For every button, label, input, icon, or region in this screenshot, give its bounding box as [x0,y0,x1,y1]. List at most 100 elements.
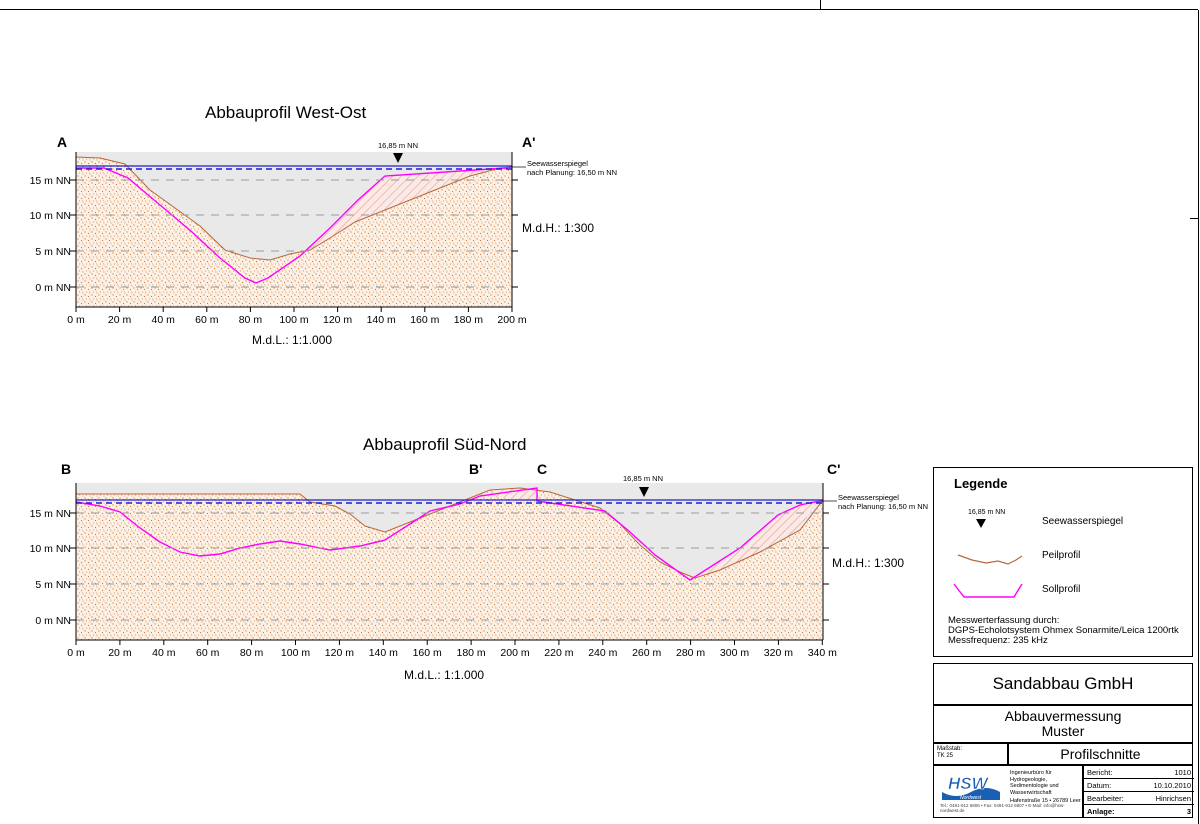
x-tick-label: 220 m [544,647,573,659]
y-tick-label: 5 m NN [35,246,71,258]
profile2-excavation-hatch-1 [480,488,537,501]
y-tick-label: 10 m NN [30,210,71,222]
profile1-planned-label-2: nach Planung: 16,50 m NN [527,168,617,177]
title-block-office: HSW Nordwest Ingenieurbüro für Hydrogeol… [933,765,1083,818]
title-block-sheet-title: Profilschnitte [1008,743,1193,765]
profile2-vertical-scale: M.d.H.: 1:300 [832,556,904,570]
profile2-planned-label-2: nach Planung: 16,50 m NN [838,502,928,511]
x-tick-label: 20 m [108,314,132,326]
legend-note-line: DGPS-Echolotsystem Ohmex Sonarmite/Leica… [948,625,1179,636]
profile2-title: Abbauprofil Süd-Nord [363,435,526,454]
x-tick-label: 0 m [67,647,85,659]
svg-text:HSW: HSW [948,774,990,793]
legend-symbols: 16,85 m NN [953,509,1023,598]
profile2-water-level-label: 16,85 m NN [623,474,663,483]
legend-water-level-label: Seewasserspiegel [1042,516,1124,527]
profile1-x-tick-marks [75,307,513,312]
profile1-water-level-marker-icon [393,153,403,163]
y-tick-label: 15 m NN [30,175,71,187]
y-tick-label: 15 m NN [30,508,71,520]
title-block-project: Abbauvermessung Muster [933,705,1193,743]
meta-row-anlage: Anlage: 3 [1087,807,1191,816]
svg-text:Nordwest: Nordwest [960,795,982,801]
profile2-sediment [76,488,823,640]
meta-row-bericht: Bericht: 1010 [1084,766,1194,779]
x-tick-label: 80 m [240,647,264,659]
legend-sollprofil-label: Sollprofil [1042,584,1081,595]
x-tick-label: 140 m [367,314,396,326]
profile1-start-label: A [57,134,67,150]
x-tick-label: 100 m [279,314,308,326]
x-tick-label: 40 m [152,314,176,326]
office-contact: Tel.: 0491-912 6806 • Fax: 0491-912 6807… [940,803,1065,813]
profile2-planned-label-1: Seewasserspiegel [838,493,899,502]
x-tick-label: 200 m [500,647,529,659]
x-tick-label: 120 m [323,314,352,326]
x-tick-label: 340 m [808,647,837,659]
profile1-water-level-label: 16,85 m NN [378,141,418,150]
legend-peilprofil-label: Peilprofil [1042,550,1081,561]
x-tick-label: 240 m [588,647,617,659]
legend-box: Legende 16,85 m NN Seewasserspiegel Peil… [933,467,1193,657]
profile2-y-tick-labels: 0 m NN 5 m NN 10 m NN 15 m NN [30,508,71,627]
x-tick-label: 0 m [67,314,85,326]
x-tick-label: 160 m [410,314,439,326]
y-tick-label: 0 m NN [35,615,71,627]
profile2-x-tick-labels: 0 m 20 m 40 m 60 m 80 m 100 m 120 m 140 m 160 m 1… [67,647,837,659]
profile1-horizontal-scale: M.d.L.: 1:1.000 [252,333,332,347]
office-name: Ingenieurbüro für Hydrogeologie, Sedimen… [1010,770,1081,804]
x-tick-label: 140 m [369,647,398,659]
profile1-sediment [76,157,512,307]
profile2-excavation-hatch-2 [690,502,815,582]
title-block-meta: Bericht: 1010 Datum: 10.10.2010 Bearbeiter… [1083,765,1194,818]
legend-note-line: Messfrequenz: 235 kHz [948,635,1048,646]
y-tick-label: 0 m NN [35,282,71,294]
x-tick-label: 200 m [497,314,526,326]
x-tick-label: 60 m [195,314,219,326]
profile2-sollprofil-line [75,487,824,581]
profile1-vertical-scale: M.d.H.: 1:300 [522,221,594,235]
title-block-scale: Maßstab: TK 25 [933,743,1008,765]
x-tick-label: 160 m [413,647,442,659]
x-tick-label: 100 m [281,647,310,659]
project-line: Muster [1041,723,1085,739]
profile1-peilprofil-line [75,156,513,261]
x-tick-label: 280 m [676,647,705,659]
profile2-x-tick-marks [75,640,823,645]
meta-row-bearbeiter: Bearbeiter: Hinrichsen [1084,792,1194,805]
title-block-company: Sandabbau GmbH [933,663,1193,705]
x-tick-label: 120 m [325,647,354,659]
profile1-sollprofil-line [76,166,513,284]
legend-water-level-marker-icon [976,519,986,528]
scale-value: TK 25 [937,753,954,759]
scale-label: Maßstab: [937,746,963,752]
profile2-gridlines [76,512,823,621]
profile2-start-label: B [61,461,71,477]
x-tick-label: 60 m [196,647,220,659]
legend-measurement-note: Messwerterfassung durch: DGPS-Echolotsys… [948,616,1179,646]
project-line: Abbauvermessung [1004,708,1122,724]
meta-row-datum: Datum: 10.10.2010 [1084,779,1194,792]
profile2-mid-label-2: C [537,461,547,477]
x-tick-label: 20 m [108,647,132,659]
x-tick-label: 300 m [720,647,749,659]
legend-peilprofil-swatch [957,554,1023,565]
profile1-end-label: A' [522,134,535,150]
x-tick-label: 40 m [152,647,176,659]
legend-water-level-sample: 16,85 m NN [968,509,1005,516]
profile1-y-tick-labels: 0 m NN 5 m NN 10 m NN 15 m NN [30,175,71,294]
profile2-end-label: C' [827,461,840,477]
x-tick-label: 80 m [239,314,263,326]
legend-sollprofil-swatch [953,583,1023,598]
profile1-title: Abbauprofil West-Ost [205,103,367,122]
x-tick-label: 320 m [764,647,793,659]
y-tick-label: 5 m NN [35,579,71,591]
legend-note-line: Messwerterfassung durch: [948,615,1060,626]
profile1-gridlines [76,179,512,288]
legend-title: Legende [954,476,1008,491]
y-tick-label: 10 m NN [30,543,71,555]
x-tick-label: 180 m [454,314,483,326]
profile2-water-level-marker-icon [639,487,649,497]
